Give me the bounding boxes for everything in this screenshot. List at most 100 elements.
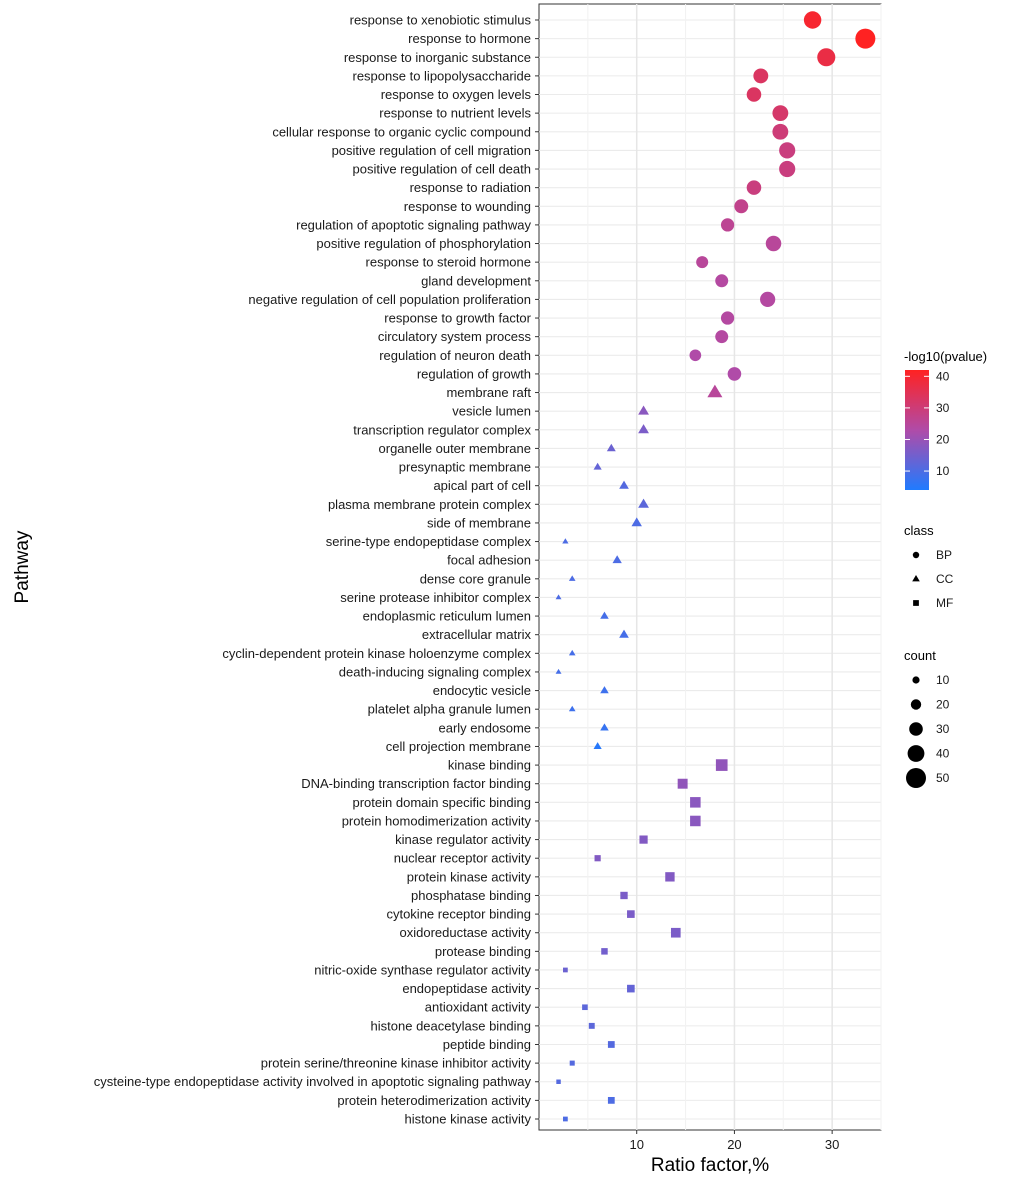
data-point bbox=[638, 424, 649, 434]
data-point bbox=[619, 480, 629, 489]
count-legend-label: 50 bbox=[936, 771, 950, 785]
y-tick-label: protein kinase activity bbox=[407, 869, 532, 884]
data-point bbox=[753, 68, 769, 84]
y-tick-label: extracellular matrix bbox=[422, 627, 532, 642]
y-tick-label: response to xenobiotic stimulus bbox=[350, 13, 532, 28]
y-tick-label: peptide binding bbox=[443, 1037, 531, 1052]
data-point bbox=[715, 274, 729, 288]
class-legend-key-mf bbox=[913, 600, 919, 606]
y-tick-label: nuclear receptor activity bbox=[394, 851, 532, 866]
data-point bbox=[601, 948, 608, 955]
y-tick-label: kinase regulator activity bbox=[395, 832, 531, 847]
y-tick-label: response to growth factor bbox=[384, 311, 531, 326]
data-point bbox=[612, 555, 622, 564]
y-tick-label: oxidoreductase activity bbox=[399, 925, 531, 940]
data-points bbox=[555, 11, 876, 1122]
data-point bbox=[600, 723, 609, 731]
y-tick-label: response to wounding bbox=[404, 199, 531, 214]
y-tick-label: response to hormone bbox=[408, 31, 531, 46]
color-legend: -log10(pvalue) 10 20 30 40 bbox=[904, 349, 987, 490]
data-point bbox=[803, 11, 822, 29]
y-tick-label: gland development bbox=[421, 273, 531, 288]
data-point bbox=[627, 984, 635, 993]
data-point bbox=[600, 686, 609, 694]
count-legend-key bbox=[912, 676, 920, 684]
data-point bbox=[568, 705, 576, 712]
data-point bbox=[772, 123, 789, 140]
data-point bbox=[670, 927, 681, 938]
y-axis-title: Pathway bbox=[12, 530, 33, 603]
data-point bbox=[594, 855, 601, 862]
data-point bbox=[779, 142, 796, 159]
data-point bbox=[588, 1022, 595, 1029]
colorbar-tick-label: 40 bbox=[936, 369, 950, 383]
colorbar-ticks: 10 20 30 40 bbox=[905, 369, 950, 478]
data-point bbox=[619, 629, 629, 638]
count-legend-label: 10 bbox=[936, 673, 950, 687]
y-tick-label: regulation of growth bbox=[417, 366, 531, 381]
y-tick-label: histone deacetylase binding bbox=[371, 1018, 531, 1033]
y-tick-label: regulation of apoptotic signaling pathwa… bbox=[296, 217, 531, 232]
data-point bbox=[631, 517, 642, 527]
count-legend-label: 40 bbox=[936, 747, 950, 761]
data-point bbox=[563, 1116, 568, 1122]
y-tick-label: response to oxygen levels bbox=[381, 87, 532, 102]
count-legend-title: count bbox=[904, 648, 936, 663]
data-point bbox=[855, 28, 876, 49]
y-tick-label: histone kinase activity bbox=[405, 1112, 532, 1127]
y-tick-label: cytokine receptor binding bbox=[386, 907, 531, 922]
color-legend-title: -log10(pvalue) bbox=[904, 349, 987, 364]
data-point bbox=[746, 180, 762, 195]
data-point bbox=[600, 611, 609, 619]
data-point bbox=[720, 218, 735, 232]
data-point bbox=[690, 815, 701, 827]
y-tick-label: death-inducing signaling complex bbox=[339, 664, 532, 679]
count-legend-key bbox=[910, 699, 922, 710]
x-tick-label: 30 bbox=[825, 1137, 839, 1152]
data-point bbox=[568, 575, 576, 581]
y-tick-label: focal adhesion bbox=[447, 553, 531, 568]
data-point bbox=[562, 538, 569, 544]
y-tick-label: serine protease inhibitor complex bbox=[340, 590, 531, 605]
data-point bbox=[746, 87, 762, 102]
y-tick-label: protein heterodimerization activity bbox=[337, 1093, 531, 1108]
colorbar bbox=[905, 370, 929, 490]
class-legend-key-cc bbox=[912, 575, 920, 582]
colorbar-tick-label: 20 bbox=[936, 432, 950, 446]
colorbar-tick-label: 10 bbox=[936, 464, 950, 478]
y-tick-label: endopeptidase activity bbox=[402, 981, 531, 996]
count-legend-key bbox=[906, 768, 926, 788]
data-point bbox=[760, 291, 776, 308]
y-tick-label: response to radiation bbox=[410, 180, 531, 195]
y-tick-label: cyclin-dependent protein kinase holoenzy… bbox=[222, 646, 531, 661]
y-axis-tick-labels: response to xenobiotic stimulus response … bbox=[94, 13, 539, 1127]
x-axis-ticks: 10 20 30 bbox=[629, 1130, 839, 1152]
data-point bbox=[779, 160, 796, 178]
class-legend-label: BP bbox=[936, 548, 952, 562]
data-point bbox=[638, 405, 649, 415]
y-tick-label: protein serine/threonine kinase inhibito… bbox=[261, 1056, 532, 1071]
data-point bbox=[665, 872, 675, 882]
data-point bbox=[727, 367, 742, 381]
y-tick-label: kinase binding bbox=[448, 758, 531, 773]
y-tick-label: nitric-oxide synthase regulator activity bbox=[314, 962, 531, 977]
y-tick-label: protein domain specific binding bbox=[353, 795, 532, 810]
y-tick-label: protease binding bbox=[435, 944, 531, 959]
data-point bbox=[593, 462, 602, 470]
y-tick-label: protein homodimerization activity bbox=[342, 813, 532, 828]
data-point bbox=[696, 256, 709, 269]
y-tick-label: presynaptic membrane bbox=[399, 460, 531, 475]
data-point bbox=[627, 910, 635, 918]
y-tick-label: circulatory system process bbox=[378, 329, 532, 344]
y-tick-label: endoplasmic reticulum lumen bbox=[363, 609, 531, 624]
y-tick-label: transcription regulator complex bbox=[353, 422, 531, 437]
y-tick-label: membrane raft bbox=[446, 385, 531, 400]
count-legend-label: 20 bbox=[936, 698, 950, 712]
data-point bbox=[677, 778, 688, 789]
data-point bbox=[568, 649, 576, 656]
y-tick-label: plasma membrane protein complex bbox=[328, 497, 532, 512]
data-point bbox=[715, 759, 728, 771]
y-tick-label: organelle outer membrane bbox=[379, 441, 531, 456]
count-legend-key bbox=[907, 745, 925, 762]
